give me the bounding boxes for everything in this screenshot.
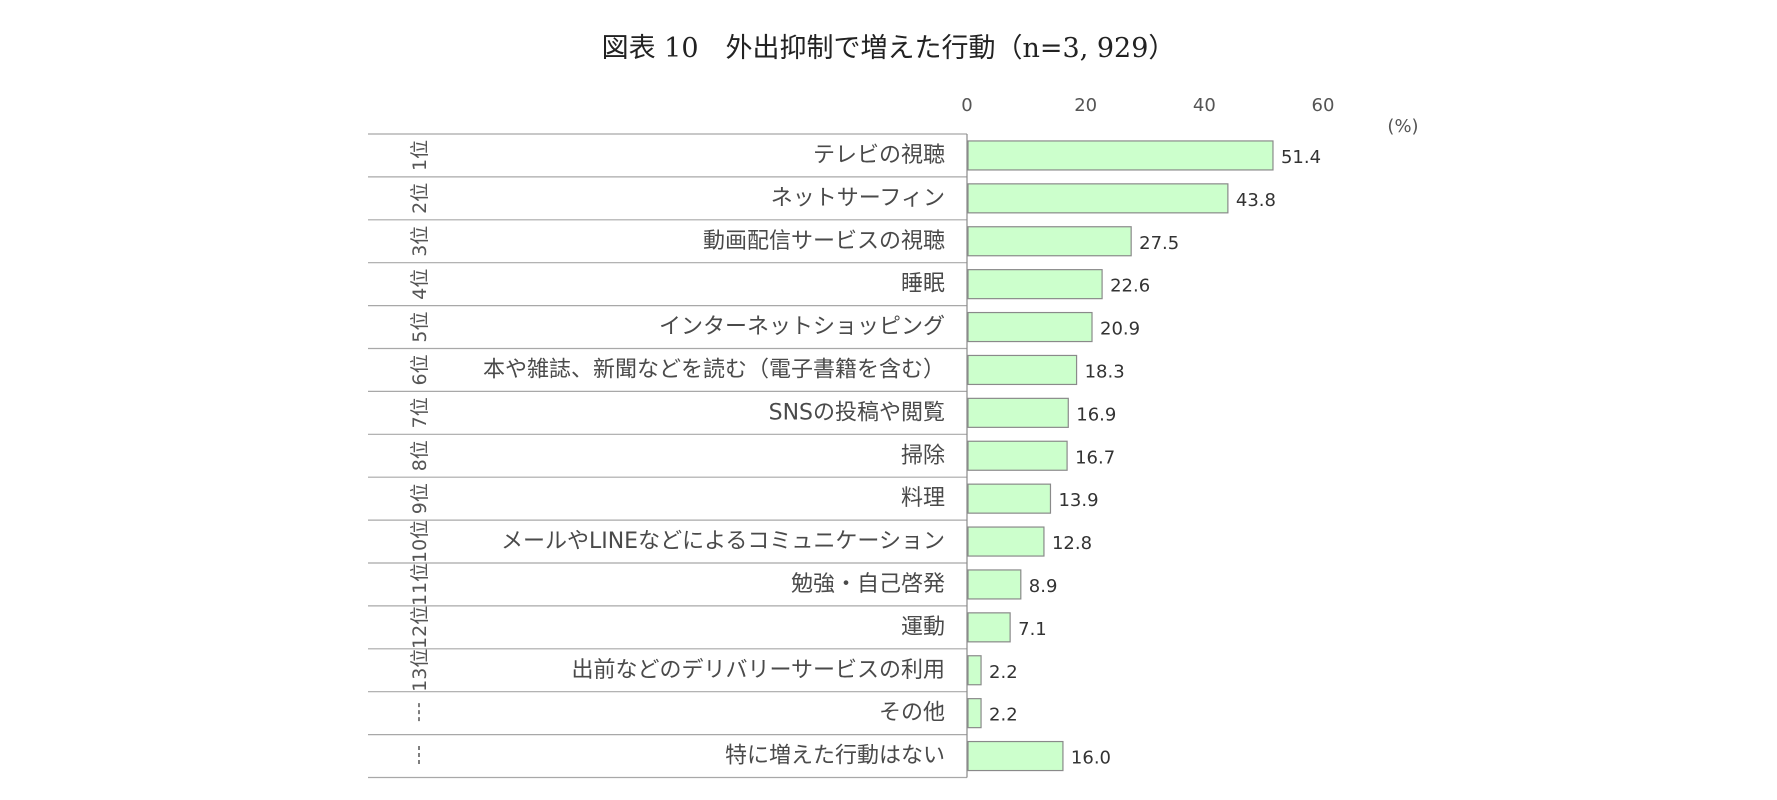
unit-label: (%) [1387, 116, 1418, 137]
value-label: 2.2 [989, 705, 1018, 726]
value-label: 2.2 [989, 662, 1018, 683]
value-label: 43.8 [1236, 190, 1276, 211]
category-label: 動画配信サービスの視聴 [703, 229, 945, 254]
category-label: インターネットショッピング [659, 315, 945, 340]
rank-label: 12位 [409, 606, 431, 649]
bar [967, 440, 1068, 471]
bar [967, 269, 1103, 300]
bar [967, 397, 1069, 428]
category-label: メールやLINEなどによるコミュニケーション [501, 529, 945, 554]
bar [967, 655, 982, 686]
chart-title: 図表 10 外出抑制で増えた行動（n=3, 929） [601, 33, 1176, 64]
x-tick-label: 20 [1074, 95, 1097, 116]
rank-label: 2位 [409, 183, 431, 214]
value-label: 18.3 [1085, 361, 1125, 382]
rank-label: 4位 [409, 269, 431, 300]
bar [967, 740, 1064, 772]
category-label: 掃除 [901, 443, 945, 468]
category-label: テレビの視聴 [813, 143, 945, 168]
value-label: 16.0 [1071, 748, 1111, 769]
value-label: 16.9 [1076, 404, 1116, 425]
bar [967, 569, 1022, 600]
bar [967, 183, 1229, 214]
x-tick-label: 0 [961, 95, 972, 116]
category-label: 料理 [901, 486, 945, 511]
value-label: 20.9 [1100, 319, 1140, 340]
bar [967, 311, 1093, 343]
x-tick-label: 40 [1193, 95, 1216, 116]
rank-label: 3位 [409, 226, 431, 257]
rank-label: 8位 [409, 440, 431, 471]
value-label: 22.6 [1110, 276, 1150, 297]
rank-label: 7位 [409, 397, 431, 428]
value-label: 13.9 [1058, 490, 1098, 511]
value-label: 7.1 [1018, 619, 1047, 640]
bar [967, 140, 1274, 171]
value-label: 8.9 [1029, 576, 1058, 597]
rank-label: 10位 [409, 520, 431, 563]
bar [967, 612, 1011, 643]
category-label: 勉強・自己啓発 [791, 572, 945, 597]
value-label: 27.5 [1139, 233, 1179, 254]
value-label: 12.8 [1052, 533, 1092, 554]
rank-label: 9位 [409, 483, 431, 514]
value-label: 51.4 [1281, 147, 1321, 168]
category-label: ネットサーフィン [771, 186, 945, 211]
category-label: その他 [879, 701, 945, 726]
bar [967, 526, 1045, 557]
rank-label: 11位 [409, 563, 431, 606]
value-label: 16.7 [1075, 447, 1115, 468]
bar [967, 354, 1078, 386]
rank-label: 6位 [409, 354, 431, 385]
category-label: 特に増えた行動はない [725, 744, 945, 769]
bar [967, 698, 982, 729]
rank-label: 1位 [409, 140, 431, 171]
bar [967, 483, 1052, 514]
category-label: SNSの投稿や閲覧 [769, 400, 945, 425]
x-tick-label: 60 [1312, 95, 1335, 116]
category-label: 睡眠 [901, 272, 945, 297]
bar [967, 226, 1132, 257]
rank-label: 13位 [409, 649, 431, 692]
category-label: 出前などのデリバリーサービスの利用 [571, 658, 945, 683]
rank-label: 5位 [409, 312, 431, 343]
category-label: 本や雑誌、新聞などを読む（電子書籍を含む） [483, 357, 945, 382]
category-label: 運動 [901, 615, 945, 640]
